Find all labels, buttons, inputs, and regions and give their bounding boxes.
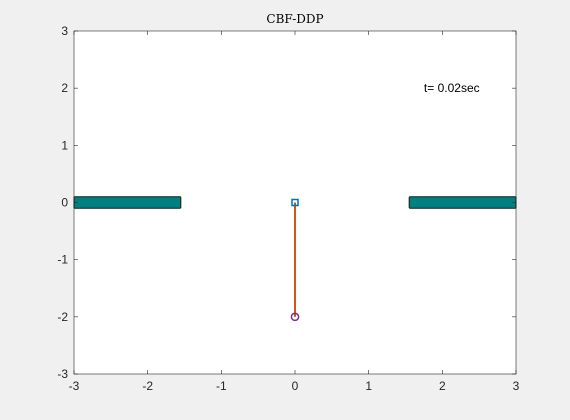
- obstacle-bar-1: [73, 196, 182, 209]
- pendulum: [290, 198, 300, 322]
- x-axis: -3 -2 -1 0 1 2 3: [69, 31, 520, 393]
- x-tick-label: 0: [292, 379, 299, 393]
- x-tick-label: -2: [142, 379, 153, 393]
- obstacles: [73, 196, 517, 209]
- y-tick-label: -2: [57, 310, 68, 324]
- x-tick-label: 1: [365, 379, 372, 393]
- pivot-marker: [291, 198, 299, 207]
- y-tick-label: 3: [61, 24, 68, 38]
- x-tick-label: 3: [513, 379, 520, 393]
- x-tick-label: -3: [69, 379, 80, 393]
- x-tick-label: -1: [216, 379, 227, 393]
- time-annotation: t= 0.02sec: [424, 81, 480, 95]
- bob-marker: [290, 312, 300, 322]
- y-tick-label: -1: [57, 253, 68, 267]
- y-tick-label: 1: [61, 138, 68, 152]
- y-tick-label: 2: [61, 81, 68, 95]
- y-tick-label: 0: [61, 196, 68, 210]
- chart-title: CBF-DDP: [266, 12, 323, 26]
- x-tick-label: 2: [439, 379, 446, 393]
- y-axis: -3 -2 -1 0 1 2 3: [57, 24, 516, 381]
- y-tick-label: -3: [57, 367, 68, 381]
- obstacle-bar-2: [408, 196, 517, 209]
